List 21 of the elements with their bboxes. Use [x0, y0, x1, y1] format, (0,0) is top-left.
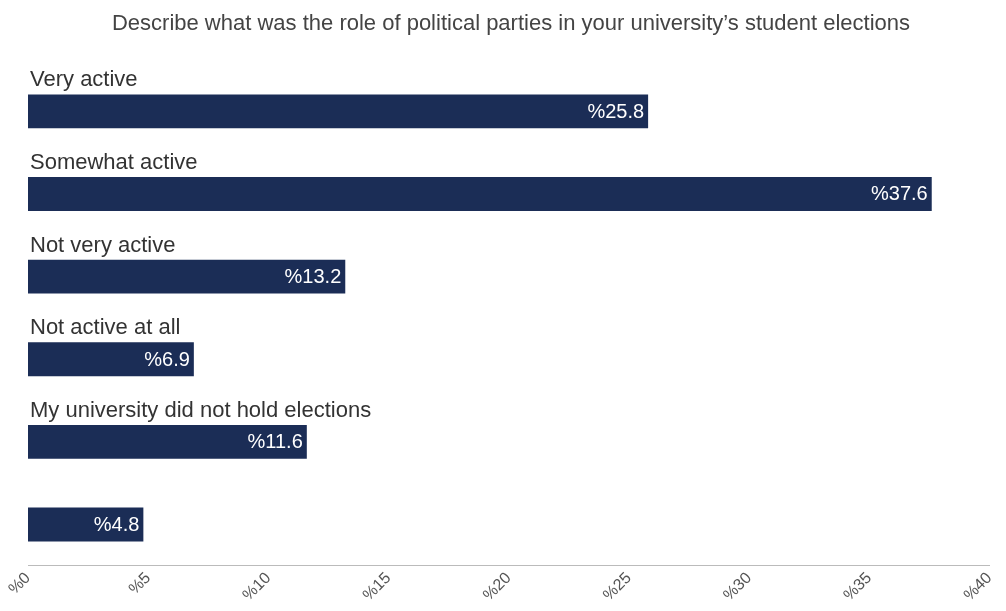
x-tick-label: %30	[719, 568, 755, 604]
x-tick-label: %40	[959, 568, 995, 604]
data-label: %37.6	[871, 182, 928, 205]
y-tick-label: Very active	[30, 66, 138, 92]
data-label: %13.2	[284, 265, 342, 288]
y-tick-label: Not very active	[30, 231, 176, 257]
data-label: %6.9	[144, 347, 190, 370]
x-tick-label: %15	[359, 568, 394, 604]
y-tick-label: Somewhat active	[30, 149, 198, 175]
y-tick-label: Not active at all	[30, 314, 181, 340]
y-tick-label: My university did not hold elections	[30, 396, 372, 422]
x-tick-label: %5	[125, 568, 154, 598]
x-tick-label: %20	[479, 568, 515, 604]
x-tick-label: %0	[4, 568, 34, 598]
x-tick-label: %35	[839, 568, 875, 604]
data-label: %11.6	[247, 430, 303, 453]
x-tick-label: %10	[238, 568, 274, 604]
data-label: %25.8	[587, 99, 645, 122]
chart-title: Describe what was the role of political parties in your university’s student elections	[110, 9, 912, 37]
data-label: %4.8	[93, 512, 140, 535]
x-tick-label: %25	[599, 568, 635, 604]
